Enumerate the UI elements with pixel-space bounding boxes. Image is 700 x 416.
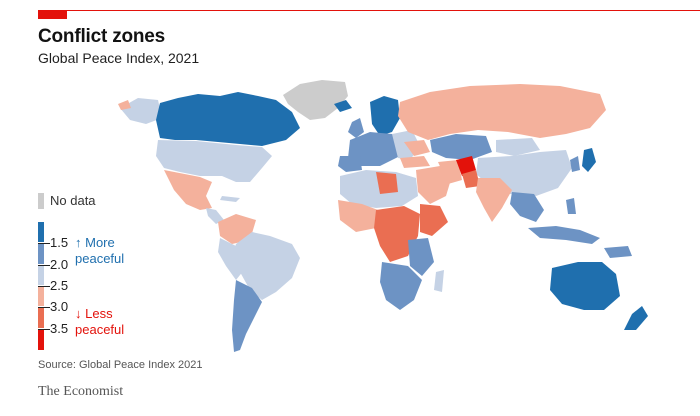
legend-tick-line xyxy=(38,286,50,287)
region-papua xyxy=(604,246,632,258)
legend-no-data-label: No data xyxy=(50,193,96,208)
region-west-africa xyxy=(338,200,378,232)
legend-tick-line xyxy=(38,265,50,266)
region-north-africa xyxy=(340,170,418,208)
region-australia xyxy=(550,262,620,310)
legend-tick-line xyxy=(38,307,50,308)
country-shapes xyxy=(118,80,648,352)
region-canada xyxy=(156,92,300,146)
region-russia xyxy=(398,84,606,140)
region-horn-of-africa xyxy=(420,204,448,236)
legend-no-data-swatch xyxy=(38,193,44,209)
region-alaska-island xyxy=(118,100,131,110)
legend-more-peaceful-label: ↑ More peaceful xyxy=(75,235,135,267)
region-turkey xyxy=(400,156,430,168)
legend-tick-line xyxy=(38,329,50,330)
region-middle-east xyxy=(416,166,452,204)
region-iceland xyxy=(334,100,352,112)
region-southern-cone xyxy=(232,280,262,352)
legend-tick-1-5: 1.5 xyxy=(50,235,69,250)
region-iran xyxy=(438,160,462,184)
legend-band-4 xyxy=(38,287,44,306)
region-brazil xyxy=(232,232,300,300)
legend-band-5 xyxy=(38,308,44,328)
chart-title: Conflict zones xyxy=(38,26,166,47)
region-pakistan xyxy=(462,170,480,188)
brand-red-tag xyxy=(38,10,67,19)
region-libya xyxy=(376,172,398,194)
region-india xyxy=(476,178,512,222)
legend-tick-3-0: 3.0 xyxy=(50,299,69,314)
region-scandinavia xyxy=(370,96,400,136)
region-new-zealand xyxy=(624,306,648,330)
brand-wordmark: The Economist xyxy=(38,384,124,399)
source-note: Source: Global Peace Index 2021 xyxy=(38,359,203,371)
legend-band-6 xyxy=(38,330,44,350)
region-korea xyxy=(570,156,580,172)
region-usa xyxy=(156,140,272,182)
region-central-america xyxy=(206,208,224,224)
more-peaceful-text: ↑ More peaceful xyxy=(75,235,125,266)
legend-less-peaceful-label: ↓ Less peaceful xyxy=(75,306,135,338)
region-western-europe xyxy=(348,132,404,166)
chart-subtitle: Global Peace Index, 2021 xyxy=(38,50,200,66)
region-alaska xyxy=(120,98,162,124)
region-mongolia xyxy=(496,138,540,156)
legend-band-1 xyxy=(38,222,44,242)
region-central-africa xyxy=(374,206,420,262)
region-ukraine xyxy=(404,140,430,156)
legend-tick-line xyxy=(38,243,50,244)
legend-tick-3-5: 3.5 xyxy=(50,321,69,336)
legend-tick-2-5: 2.5 xyxy=(50,278,69,293)
region-indonesia xyxy=(528,226,600,244)
region-afghanistan xyxy=(456,156,476,176)
region-southern-africa xyxy=(380,262,422,310)
region-peru-bolivia xyxy=(218,238,244,280)
region-philippines xyxy=(566,198,576,214)
region-caribbean xyxy=(220,196,240,202)
legend-band-2 xyxy=(38,244,44,264)
region-madagascar xyxy=(434,270,444,292)
region-southeast-asia xyxy=(510,192,544,222)
legend-tick-2-0: 2.0 xyxy=(50,257,69,272)
top-rule xyxy=(38,10,700,11)
region-uk-ireland xyxy=(348,118,364,138)
less-peaceful-text: ↓ Less peaceful xyxy=(75,306,125,337)
region-mexico xyxy=(164,170,212,210)
region-iberia xyxy=(338,156,362,172)
region-greenland xyxy=(283,80,348,120)
region-east-africa xyxy=(408,238,434,276)
region-kazakhstan xyxy=(430,134,492,160)
region-japan xyxy=(582,148,596,172)
legend-band-3 xyxy=(38,266,44,285)
